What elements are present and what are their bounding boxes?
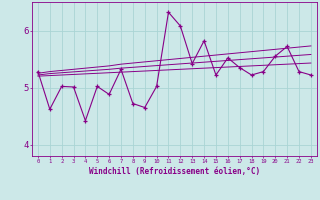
X-axis label: Windchill (Refroidissement éolien,°C): Windchill (Refroidissement éolien,°C) (89, 167, 260, 176)
